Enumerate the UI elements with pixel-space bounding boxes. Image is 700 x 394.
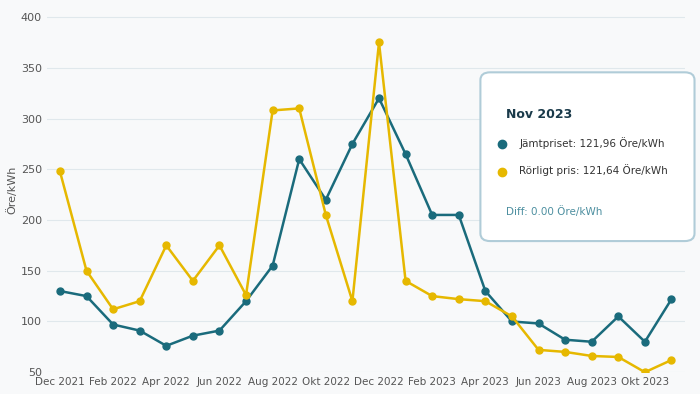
Y-axis label: Öre/kWh: Öre/kWh xyxy=(7,165,18,214)
